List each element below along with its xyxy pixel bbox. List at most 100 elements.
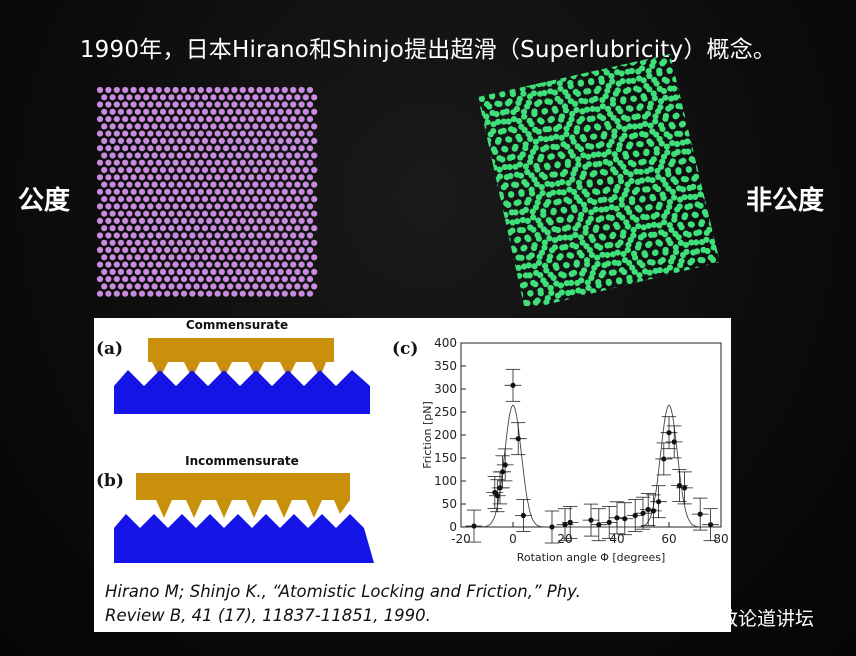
atom — [529, 54, 536, 61]
atom — [302, 225, 309, 232]
atom — [105, 101, 112, 108]
atom — [151, 225, 158, 232]
y-tick-label: 300 — [434, 382, 457, 396]
atom — [693, 230, 700, 237]
atom — [724, 193, 730, 199]
atom — [478, 275, 481, 282]
atom — [588, 209, 595, 216]
atom — [619, 59, 626, 66]
atom — [694, 266, 701, 273]
atom — [698, 220, 705, 228]
atom — [676, 54, 683, 55]
atom — [311, 268, 318, 275]
atom — [504, 82, 511, 89]
data-point — [600, 505, 618, 539]
atom — [290, 159, 297, 166]
atom — [648, 140, 655, 147]
atom — [551, 244, 559, 251]
atom — [506, 154, 513, 161]
data-point — [494, 455, 511, 489]
atom — [710, 120, 717, 127]
atom — [506, 291, 513, 298]
atom — [695, 302, 702, 309]
atom — [281, 246, 288, 254]
atom — [130, 290, 137, 297]
atom — [480, 58, 487, 65]
atom — [239, 145, 246, 152]
atom — [248, 159, 255, 166]
atom — [503, 200, 510, 207]
atom — [260, 268, 267, 275]
atom — [484, 272, 492, 279]
atom — [641, 120, 649, 127]
atom — [264, 290, 272, 297]
atom — [256, 159, 263, 166]
atom — [653, 315, 659, 317]
atom — [579, 288, 586, 295]
atom — [664, 167, 671, 174]
atom — [172, 101, 179, 108]
atom — [542, 126, 549, 133]
atom — [470, 295, 475, 301]
atom — [294, 123, 301, 130]
atom — [214, 290, 221, 297]
atom — [627, 302, 634, 309]
atom — [495, 118, 502, 125]
atom — [596, 315, 602, 317]
atom — [126, 108, 133, 115]
atom — [593, 224, 600, 231]
atom — [480, 146, 487, 153]
atom — [478, 155, 482, 163]
atom — [508, 191, 515, 198]
atom — [519, 54, 526, 61]
atom — [185, 181, 192, 188]
data-point — [504, 368, 522, 402]
atom — [290, 203, 297, 210]
atom — [491, 164, 498, 171]
atom — [718, 52, 724, 54]
atom — [117, 152, 125, 159]
atom — [722, 311, 728, 317]
atom — [637, 295, 644, 302]
atom — [109, 239, 116, 246]
atom — [109, 254, 116, 261]
atom — [533, 181, 541, 188]
atom — [122, 261, 129, 268]
atom — [559, 310, 565, 316]
atom — [478, 209, 481, 216]
atom — [658, 140, 665, 147]
atom — [598, 206, 605, 213]
atom — [520, 90, 527, 97]
atom — [520, 54, 528, 55]
atom — [483, 113, 490, 120]
atom — [666, 67, 673, 74]
atom — [222, 217, 230, 224]
atom — [566, 198, 573, 205]
atom — [143, 225, 150, 232]
atom — [709, 238, 716, 245]
atom — [218, 181, 225, 188]
atom — [550, 207, 557, 214]
atom — [243, 225, 251, 232]
atom — [500, 264, 507, 271]
atom — [264, 130, 272, 137]
atom — [235, 152, 242, 159]
atom — [709, 282, 716, 289]
atom — [725, 259, 730, 265]
atom — [227, 152, 234, 159]
atom — [197, 203, 204, 210]
atom — [500, 249, 508, 256]
atom — [218, 166, 225, 174]
atom — [598, 215, 605, 222]
atom — [656, 240, 663, 247]
atom — [155, 261, 162, 268]
atom — [269, 123, 276, 130]
atom — [210, 166, 217, 174]
atom — [604, 55, 611, 62]
atom — [486, 300, 493, 307]
atom — [723, 175, 729, 181]
atom — [285, 225, 293, 232]
atom — [478, 171, 483, 178]
atom — [710, 275, 717, 282]
atom — [151, 283, 158, 290]
